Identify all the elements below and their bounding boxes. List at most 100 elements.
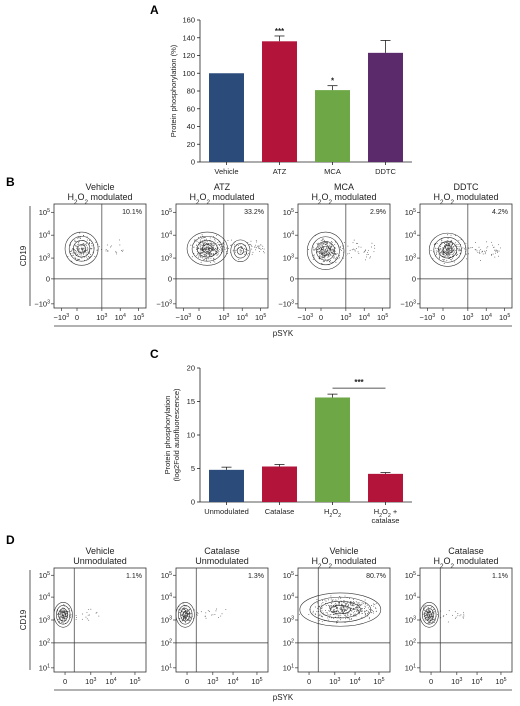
event-dot [333, 251, 335, 253]
event-dot [349, 249, 351, 251]
event-dot [449, 243, 451, 245]
event-dot [332, 614, 334, 615]
event-dot [330, 595, 332, 597]
event-dot [439, 256, 441, 258]
event-dot [430, 250, 432, 251]
event-dot [319, 251, 321, 253]
event-dot [210, 249, 212, 250]
event-dot [448, 251, 450, 253]
event-dot [337, 608, 339, 610]
event-dot [365, 606, 367, 608]
event-dot [324, 242, 326, 244]
event-dot [115, 251, 117, 253]
event-dot [443, 259, 445, 261]
event-dot [376, 610, 377, 612]
event-dot [90, 247, 92, 249]
event-dot [432, 616, 433, 618]
event-dot [451, 246, 453, 248]
event-dot [62, 607, 64, 609]
x-tick-label: 0 [319, 313, 323, 322]
event-dot [341, 609, 343, 610]
event-dot [374, 245, 376, 247]
y-tick-label: 105 [405, 208, 416, 217]
event-dot [232, 250, 234, 252]
event-dot [468, 247, 470, 249]
event-dot [498, 255, 500, 257]
event-dot [439, 249, 441, 251]
event-dot [179, 612, 181, 613]
event-dot [337, 620, 339, 622]
event-dot [314, 606, 316, 608]
event-dot [85, 244, 87, 246]
event-dot [447, 255, 449, 256]
x-tick-label: 0 [197, 313, 201, 322]
event-dot [440, 248, 441, 250]
y-tick-label: 120 [182, 51, 195, 60]
event-dot [450, 234, 452, 236]
event-dot [80, 236, 82, 238]
event-dot [57, 618, 59, 620]
y-tick-label: 104 [283, 231, 294, 240]
event-dot [215, 248, 217, 250]
event-dot [331, 245, 333, 247]
event-dot [456, 254, 458, 256]
event-dot [318, 620, 320, 622]
event-dot [82, 243, 84, 245]
event-dot [466, 253, 467, 255]
y-tick-label: 103 [283, 616, 294, 625]
event-dot [256, 247, 257, 249]
event-dot [322, 616, 323, 618]
event-dot [443, 250, 445, 252]
event-dot [327, 256, 329, 258]
significance-label: *** [354, 378, 364, 387]
event-dot [321, 257, 323, 259]
event-dot [354, 249, 356, 251]
y-tick-label: 105 [39, 571, 50, 580]
event-dot [360, 603, 362, 605]
event-dot [348, 612, 350, 614]
event-dot [322, 255, 324, 256]
event-dot [223, 251, 225, 253]
event-dot [341, 603, 343, 605]
event-dot [319, 248, 321, 250]
event-dot [338, 612, 340, 614]
event-dot [331, 261, 333, 263]
event-dot [364, 614, 366, 616]
event-dot [339, 612, 341, 614]
event-dot [64, 613, 65, 614]
event-dot [326, 245, 328, 247]
event-dot [197, 247, 199, 249]
event-dot [358, 246, 360, 248]
event-dot [323, 243, 325, 245]
event-dot [84, 244, 86, 246]
event-dot [346, 602, 348, 604]
event-dot [447, 251, 449, 253]
event-dot [356, 603, 358, 605]
event-dot [369, 257, 371, 259]
event-dot [119, 244, 121, 246]
density-contour [426, 611, 432, 619]
event-dot [437, 250, 439, 252]
event-dot [336, 606, 338, 608]
event-dot [323, 256, 325, 258]
event-dot [447, 250, 449, 252]
event-dot [98, 246, 100, 248]
psyk-label: pSYK [273, 693, 294, 702]
y-tick-label: 101 [161, 663, 172, 672]
event-dot [443, 263, 445, 265]
event-dot [200, 241, 202, 242]
density-contour [422, 605, 437, 625]
event-dot [325, 243, 327, 245]
event-dot [221, 243, 223, 245]
event-dot [373, 603, 375, 605]
event-dot [331, 605, 333, 607]
event-dot [213, 249, 215, 251]
event-dot [203, 249, 205, 251]
event-dot [321, 250, 323, 252]
event-dot [474, 249, 476, 251]
event-dot [200, 249, 202, 250]
event-dot [446, 241, 448, 243]
event-dot [201, 252, 203, 254]
event-dot [62, 618, 64, 620]
plot-title: DDTC [454, 182, 479, 192]
